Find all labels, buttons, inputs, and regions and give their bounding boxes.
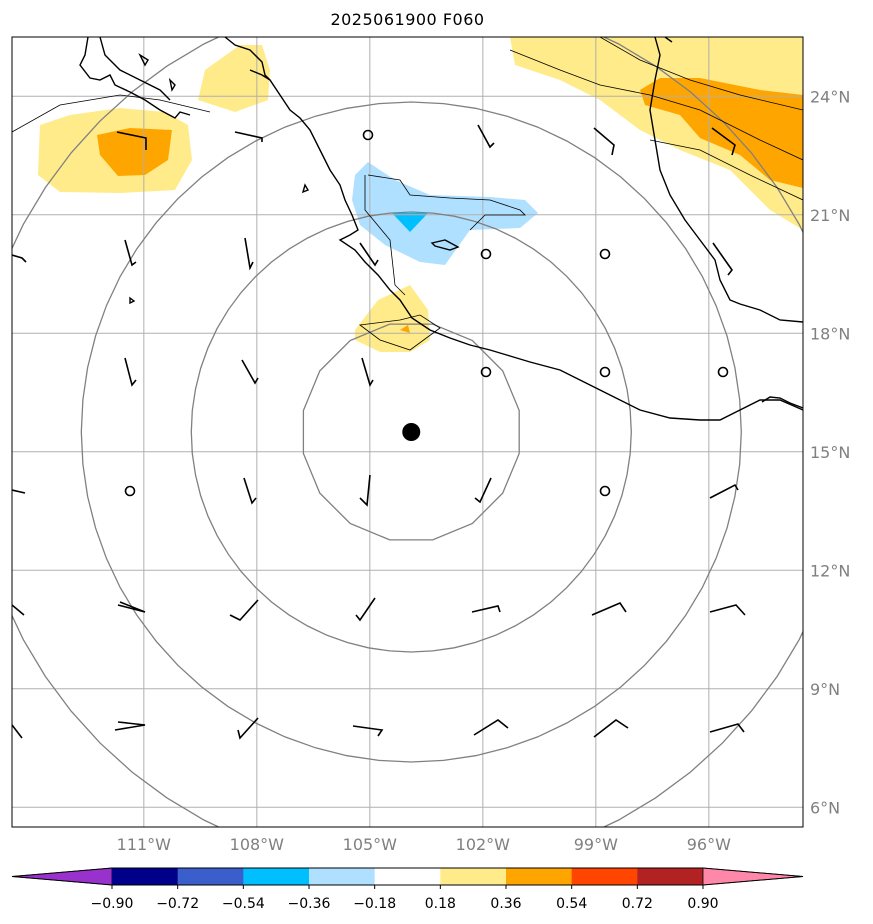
colorbar-segment [637,868,704,885]
wind-barbs [12,124,746,740]
colorbar-tick-label: 0.36 [490,896,521,912]
colorbar-segment [571,868,638,885]
state-borders [12,37,803,351]
lat-tick-label: 21°N [810,206,850,225]
colorbar-segment [112,868,179,885]
lat-tick-label: 15°N [810,443,850,462]
colorbar-segment [374,868,441,885]
lon-tick-label: 102°W [456,835,511,854]
colorbar-tick-label: −0.18 [353,896,396,912]
colorbar-tick-label: −0.90 [91,896,134,912]
negative-core [392,213,428,232]
lat-tick-label: 12°N [810,561,850,580]
latitude-labels: 24°N 21°N 18°N 15°N 12°N 9°N 6°N [810,87,850,817]
colorbar-tick-label: −0.36 [288,896,331,912]
colorbar-tick-label: −0.54 [222,896,265,912]
colorbar-segment [177,868,244,885]
positive-dot [400,325,410,333]
colorbar-tick-label: 0.54 [556,896,587,912]
lon-tick-label: 105°W [343,835,398,854]
range-ring [80,101,742,763]
range-ring [12,37,803,827]
graticule [12,37,803,827]
colorbar-tick-label: 0.18 [425,896,456,912]
range-ring [302,323,520,541]
positive-area-nw [198,45,270,112]
colorbar-segment [243,868,310,885]
colorbar-tick-label: 0.72 [622,896,653,912]
colorbar-tick-label: −0.72 [156,896,199,912]
map-frame [11,36,804,828]
lat-tick-label: 18°N [810,324,850,343]
coastlines [79,37,803,421]
map-title: 2025061900 F060 [330,10,485,29]
range-ring [190,211,632,653]
longitude-labels: 111°W 108°W 105°W 102°W 99°W 96°W [117,835,731,854]
colorbar-tick-label: 0.90 [687,896,718,912]
calm-markers [124,129,729,497]
colorbar: −0.90 −0.72 −0.54 −0.36 −0.18 0.18 0.36 0.54 0.7… [11,867,804,912]
shaded-field [38,37,803,352]
storm-center-marker [402,423,421,441]
lat-tick-label: 24°N [810,87,850,106]
lat-tick-label: 6°N [810,798,840,817]
range-rings [12,37,803,827]
positive-core-west [97,128,172,176]
positive-area-center [355,285,430,352]
colorbar-extend-high [702,867,804,886]
colorbar-segment [309,868,376,885]
lon-tick-label: 99°W [574,835,618,854]
negative-area [352,162,538,265]
lon-tick-label: 111°W [117,835,172,854]
colorbar-segment [440,868,507,885]
colorbar-extend-low [11,867,113,886]
lon-tick-label: 108°W [230,835,285,854]
colorbar-segment [506,868,573,885]
lon-tick-label: 96°W [687,835,731,854]
positive-core-ne [640,78,803,188]
lat-tick-label: 9°N [810,680,840,699]
